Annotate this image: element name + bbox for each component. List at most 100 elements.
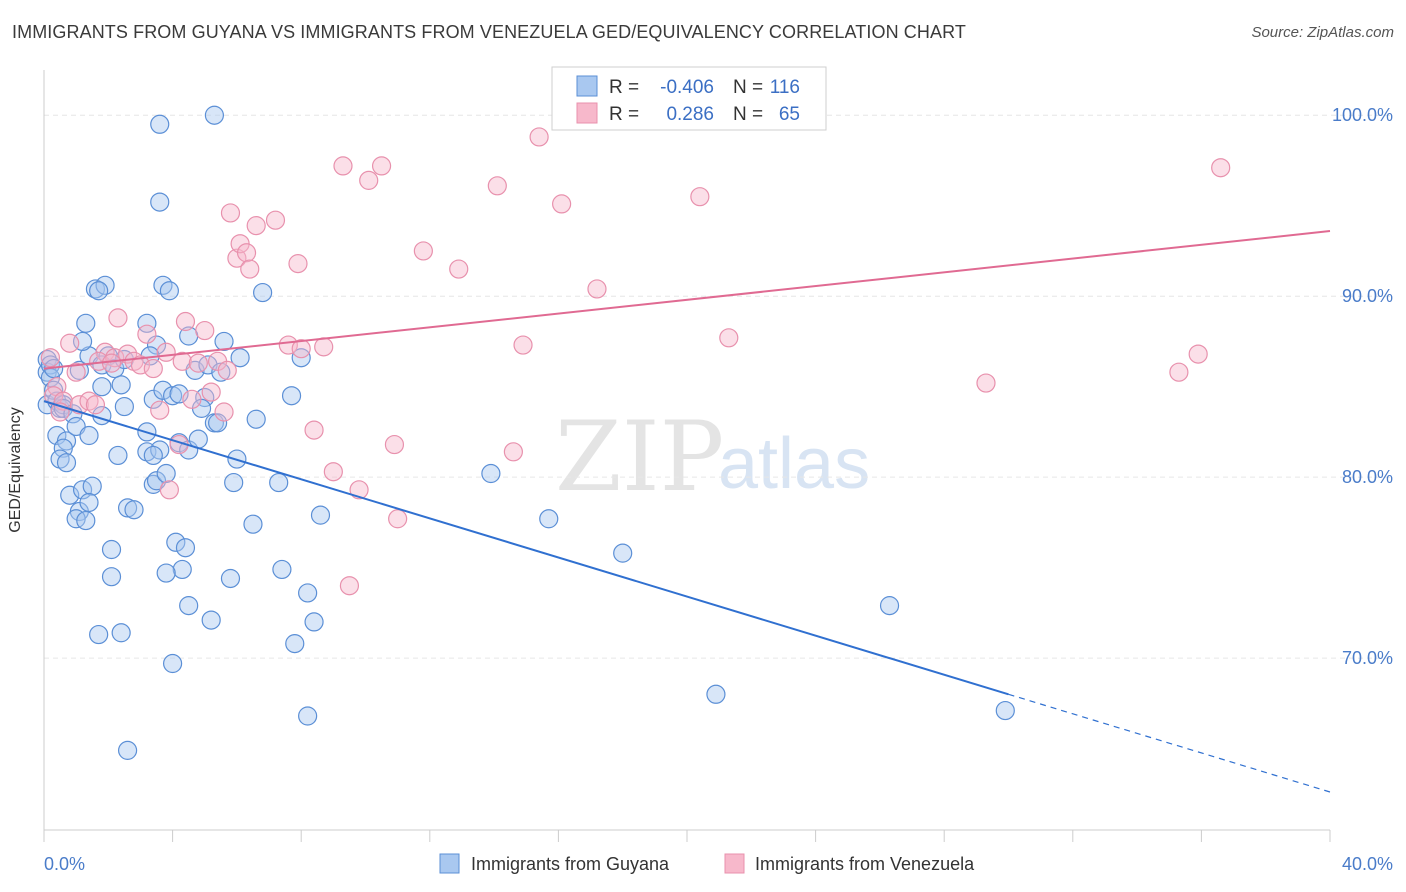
guyana-point xyxy=(92,377,112,397)
y-tick-label: 80.0% xyxy=(1342,467,1393,487)
guyana-point xyxy=(220,568,241,589)
venezuela-point xyxy=(217,360,237,380)
venezuela-point xyxy=(552,194,572,214)
venezuela-point xyxy=(487,176,507,196)
guyana-point xyxy=(298,583,318,603)
legend-box: R = -0.406 N = 116 R = 0.286 N = 65 xyxy=(551,66,827,131)
guyana-point xyxy=(117,740,138,760)
venezuela-point xyxy=(143,358,163,379)
guyana-point xyxy=(211,362,231,382)
venezuela-point xyxy=(150,400,170,420)
guyana-point xyxy=(56,453,77,473)
legend-r-label-venezuela: R = xyxy=(609,104,639,125)
guyana-point xyxy=(72,480,93,500)
guyana-point xyxy=(66,509,86,529)
y-tick-label: 100.0% xyxy=(1332,105,1393,125)
guyana-point xyxy=(53,438,73,458)
legend-r-value-venezuela: 0.286 xyxy=(666,104,714,125)
venezuela-point xyxy=(240,259,260,279)
guyana-point xyxy=(298,706,318,726)
venezuela-point xyxy=(246,216,266,236)
bottom-legend-label-guyana: Immigrants from Guyana xyxy=(471,854,670,874)
guyana-point xyxy=(272,559,292,580)
venezuela-point xyxy=(1169,362,1189,382)
legend-n-label-venezuela: N = xyxy=(733,104,763,125)
guyana-point xyxy=(163,386,183,406)
guyana-point xyxy=(172,559,192,580)
guyana-point xyxy=(224,472,244,493)
legend-n-value-guyana: 116 xyxy=(770,77,800,98)
guyana-point xyxy=(481,463,501,484)
guyana-point xyxy=(137,313,157,333)
guyana-point xyxy=(101,539,122,560)
guyana-point xyxy=(108,445,128,466)
guyana-point xyxy=(310,505,331,525)
venezuela-point xyxy=(288,254,308,274)
legend-n-label-guyana: N = xyxy=(733,77,763,98)
venezuela-point xyxy=(201,382,221,402)
venezuela-point xyxy=(188,353,208,373)
guyana-point xyxy=(995,700,1015,721)
guyana-point xyxy=(150,192,170,212)
guyana-point xyxy=(159,281,179,301)
guyana-point xyxy=(150,114,170,134)
guyana-point xyxy=(53,398,73,418)
guyana-point xyxy=(246,409,266,429)
guyana-point xyxy=(230,348,250,368)
venezuela-point xyxy=(349,480,369,500)
venezuela-point xyxy=(156,342,176,362)
guyana-point xyxy=(124,500,144,520)
venezuela-point xyxy=(265,210,286,230)
gridlines xyxy=(44,114,1390,659)
venezuela-point xyxy=(108,308,128,328)
venezuela-point xyxy=(690,187,710,207)
guyana-point xyxy=(44,380,64,400)
guyana-point xyxy=(201,610,221,630)
guyana-point xyxy=(111,375,131,395)
guyana-point xyxy=(156,563,176,583)
y-tick-label: 90.0% xyxy=(1342,286,1393,306)
guyana-point xyxy=(156,463,176,484)
venezuela-point xyxy=(384,434,405,455)
venezuela-point xyxy=(1211,158,1231,178)
guyana-point xyxy=(539,509,559,529)
bottom-legend: Immigrants from Guyana Immigrants from V… xyxy=(439,853,975,874)
venezuela-point xyxy=(60,333,80,353)
guyana-point xyxy=(146,335,167,355)
guyana-point xyxy=(304,612,324,632)
venezuela-point xyxy=(124,351,144,371)
guyana-point xyxy=(706,684,726,704)
trend-lines xyxy=(43,230,1331,793)
watermark: ZIP atlas xyxy=(555,401,870,513)
guyana-trend-line xyxy=(43,400,1009,696)
watermark-atlas: atlas xyxy=(718,424,870,504)
guyana-point xyxy=(101,567,122,587)
chart-title: IMMIGRANTS FROM GUYANA VS IMMIGRANTS FRO… xyxy=(12,22,966,42)
venezuela-point xyxy=(172,351,192,371)
venezuela-point xyxy=(333,156,353,176)
legend-n-value-venezuela: 65 xyxy=(779,104,800,125)
bottom-legend-swatch-guyana xyxy=(439,853,460,874)
guyana-point xyxy=(89,281,109,301)
guyana-point xyxy=(175,538,196,558)
legend-swatch-venezuela xyxy=(576,102,598,124)
x-tick-label-max: 40.0% xyxy=(1342,854,1393,874)
guyana-point xyxy=(163,653,183,674)
guyana-point xyxy=(243,514,263,534)
guyana-point xyxy=(166,532,186,552)
venezuela-point xyxy=(101,353,122,373)
guyana-point xyxy=(153,380,173,400)
source-label: Source: ZipAtlas.com xyxy=(1251,24,1394,41)
bottom-legend-swatch-venezuela xyxy=(724,853,745,874)
venezuela-point xyxy=(137,324,157,344)
venezuela-point xyxy=(220,203,241,223)
venezuela-point xyxy=(1188,344,1208,364)
legend-r-value-guyana: -0.406 xyxy=(660,77,714,98)
guyana-point xyxy=(214,331,234,352)
venezuela-point xyxy=(69,395,89,415)
venezuela-point xyxy=(159,480,179,500)
guyana-point xyxy=(208,413,228,433)
guyana-point xyxy=(879,596,900,616)
legend-r-label-guyana: R = xyxy=(609,77,639,98)
venezuela-point xyxy=(719,328,739,348)
